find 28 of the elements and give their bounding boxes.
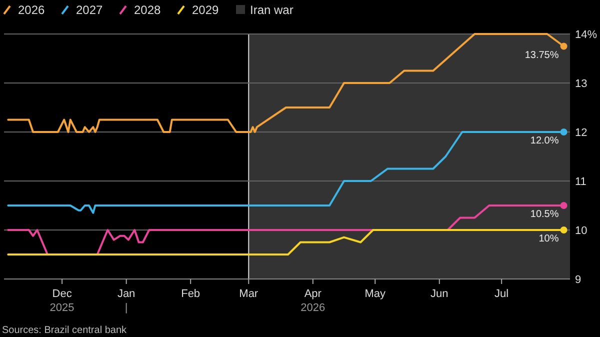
annotation: 13.75% <box>524 50 559 61</box>
x-tick-label: Jul <box>494 288 509 300</box>
x-tick-label: Apr 2026 <box>300 288 326 314</box>
legend-label: Iran war <box>250 3 294 18</box>
x-tick-label: May <box>364 288 386 300</box>
y-tick-label: 11 <box>575 176 586 188</box>
y-tick-label: 14% <box>575 28 598 41</box>
y-tick-label: 9 <box>575 274 582 286</box>
annotation: 10% <box>538 234 559 244</box>
point <box>560 202 568 209</box>
legend-label: 2029 <box>192 3 220 18</box>
point <box>560 226 568 234</box>
x-tick-label: Mar <box>239 288 258 300</box>
x-tick-label: Jan | <box>117 288 136 314</box>
x-tick-label: Jun <box>430 288 448 300</box>
y-tick-label: 13 <box>575 78 588 90</box>
y-tick-label: 10 <box>575 224 588 237</box>
point <box>560 128 568 136</box>
legend-label: 2028 <box>134 3 162 18</box>
y-tick-label: 12 <box>575 126 588 139</box>
point <box>560 42 568 50</box>
legend-label: 2026 <box>18 3 46 18</box>
annotation: 10.5% <box>530 209 559 220</box>
annotation: 12.0% <box>530 136 559 146</box>
legend-label: 2027 <box>76 3 104 18</box>
x-tick-label: Feb <box>181 288 200 300</box>
x-tick-label: Dec 2025 <box>50 288 74 314</box>
source-note: Sources: Brazil central bank <box>2 325 128 336</box>
